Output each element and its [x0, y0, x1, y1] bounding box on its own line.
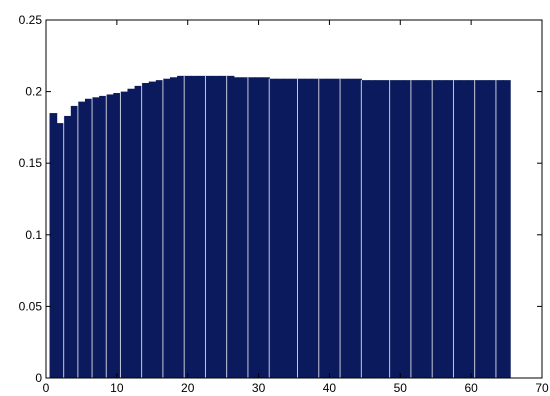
x-tick-label-10: 10: [110, 381, 124, 395]
bar-56: [439, 80, 447, 378]
x-tick-label-70: 70: [535, 381, 549, 395]
y-tick-label-0.1: 0.1: [25, 228, 42, 242]
bar-57: [446, 80, 455, 378]
bar-43: [347, 78, 355, 379]
x-axis-ticks: 0 10 20 30 40 50 60 70: [43, 20, 549, 395]
bar-36: [297, 78, 306, 379]
bar-39: [318, 78, 327, 379]
x-tick-label-20: 20: [181, 381, 195, 395]
bar-19: [177, 75, 185, 378]
bar-2: [56, 123, 65, 378]
bars-group: [49, 75, 511, 379]
bar-52: [410, 80, 419, 378]
bar-10: [113, 93, 121, 378]
y-tick-label-0.05: 0.05: [19, 299, 43, 313]
bar-34: [283, 78, 292, 379]
bar-40: [325, 78, 334, 379]
bar-46: [368, 80, 377, 378]
bar-26: [226, 75, 235, 378]
x-tick-label-60: 60: [464, 381, 478, 395]
bar-28: [240, 77, 249, 378]
y-tick-label-0.15: 0.15: [19, 156, 43, 170]
bar-45: [361, 80, 369, 378]
bar-25: [219, 75, 228, 378]
bar-29: [247, 77, 256, 378]
bar-4: [70, 105, 79, 379]
x-tick-label-50: 50: [394, 381, 408, 395]
bar-58: [453, 80, 462, 378]
bar-16: [155, 80, 164, 378]
bar-22: [198, 75, 207, 378]
bar-12: [127, 88, 136, 379]
bar-31: [262, 77, 270, 378]
bar-54: [425, 80, 433, 378]
bar-11: [120, 91, 129, 378]
bar-44: [354, 78, 362, 379]
bar-59: [460, 80, 469, 378]
bar-24: [212, 75, 221, 378]
bar-65: [503, 80, 511, 378]
bar-49: [389, 80, 398, 378]
bar-41: [332, 78, 341, 379]
y-tick-label-0.25: 0.25: [19, 13, 43, 27]
bar-60: [467, 80, 476, 378]
bar-38: [311, 78, 320, 379]
bar-18: [170, 77, 178, 378]
bar-23: [205, 75, 214, 378]
bar-63: [488, 80, 497, 378]
y-tick-label-0: 0: [35, 371, 42, 385]
plot-frame: [45, 19, 543, 379]
bar-62: [481, 80, 490, 378]
bar-51: [403, 80, 412, 378]
bar-55: [432, 80, 440, 378]
y-tick-label-0.2: 0.2: [25, 85, 42, 99]
y-axis-ticks: 0 0.05 0.1 0.15 0.2 0.25: [19, 13, 542, 385]
bar-3: [63, 115, 72, 378]
bar-61: [474, 80, 483, 378]
bar-6: [84, 98, 93, 378]
bar-32: [269, 78, 277, 379]
bar-5: [77, 101, 86, 379]
bar-48: [382, 80, 391, 378]
bar-8: [99, 95, 107, 379]
x-tick-label-30: 30: [252, 381, 266, 395]
x-tick-label-40: 40: [323, 381, 337, 395]
bar-42: [340, 78, 348, 379]
bar-17: [162, 78, 171, 379]
bar-20: [184, 75, 192, 378]
bar-53: [418, 80, 426, 378]
bar-15: [148, 81, 157, 378]
bar-13: [134, 85, 143, 379]
bar-47: [375, 80, 384, 378]
bar-9: [106, 94, 114, 379]
bar-50: [396, 80, 405, 378]
bar-14: [141, 83, 150, 378]
x-tick-label-0: 0: [43, 381, 50, 395]
axes-group: [45, 19, 543, 379]
bar-30: [255, 77, 263, 378]
bar-1: [49, 113, 58, 378]
bar-7: [92, 97, 100, 378]
bar-33: [276, 78, 284, 379]
bar-35: [290, 78, 299, 379]
bar-21: [191, 75, 199, 378]
bar-27: [233, 77, 242, 378]
bar-37: [304, 78, 313, 379]
bar-64: [495, 80, 504, 378]
